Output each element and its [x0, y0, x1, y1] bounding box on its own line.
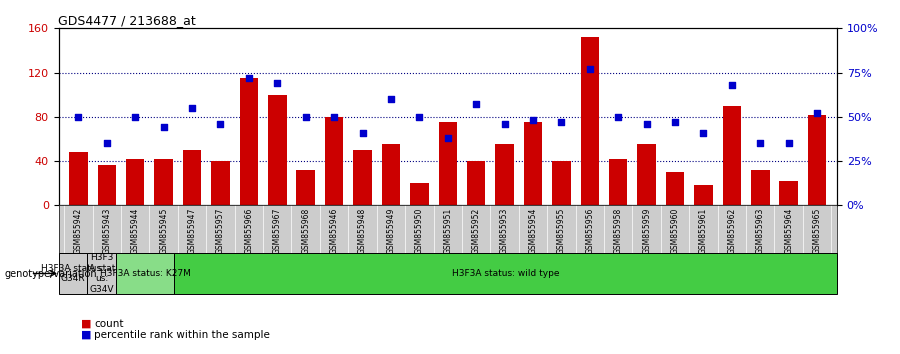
Point: [100, 141, 114, 146]
Text: GDS4477 / 213688_at: GDS4477 / 213688_at: [58, 14, 196, 27]
Point: [383, 96, 398, 102]
Bar: [609, 159, 627, 205]
Bar: [723, 106, 741, 205]
Point: [781, 141, 796, 146]
Point: [441, 135, 455, 141]
Bar: [666, 172, 684, 205]
Bar: [580, 37, 599, 205]
Point: [498, 121, 512, 127]
Point: [753, 141, 768, 146]
Text: GSM855965: GSM855965: [813, 208, 822, 254]
Text: GSM855955: GSM855955: [557, 208, 566, 254]
Text: H3F3A status: wild type: H3F3A status: wild type: [452, 269, 559, 278]
Text: GSM855944: GSM855944: [130, 208, 140, 254]
Text: GSM855943: GSM855943: [103, 208, 112, 254]
Text: GSM855949: GSM855949: [386, 208, 395, 254]
Bar: [410, 183, 428, 205]
Bar: [808, 115, 826, 205]
Bar: [752, 170, 770, 205]
Point: [299, 114, 313, 120]
Bar: [97, 166, 116, 205]
Text: count: count: [94, 319, 124, 329]
Text: GSM855959: GSM855959: [642, 208, 651, 254]
Point: [327, 114, 341, 120]
Text: H3F3A status:
G34R: H3F3A status: G34R: [41, 264, 104, 283]
Bar: [69, 152, 87, 205]
Point: [554, 119, 569, 125]
Bar: [382, 144, 400, 205]
Text: GSM855951: GSM855951: [444, 208, 453, 254]
Point: [526, 118, 540, 123]
Bar: [694, 185, 713, 205]
Text: GSM855953: GSM855953: [500, 208, 509, 254]
Bar: [438, 122, 457, 205]
Text: GSM855954: GSM855954: [528, 208, 537, 254]
Bar: [58, 253, 87, 294]
Text: H3F3
A stat
us:
G34V: H3F3 A stat us: G34V: [88, 253, 115, 293]
Bar: [126, 159, 144, 205]
Text: GSM855947: GSM855947: [187, 208, 196, 254]
Bar: [87, 253, 116, 294]
Point: [128, 114, 142, 120]
Point: [639, 121, 653, 127]
Text: GSM855956: GSM855956: [585, 208, 594, 254]
Bar: [553, 161, 571, 205]
Bar: [354, 150, 372, 205]
Text: percentile rank within the sample: percentile rank within the sample: [94, 330, 270, 339]
Point: [469, 102, 483, 107]
Point: [356, 130, 370, 136]
Point: [71, 114, 86, 120]
Text: GSM855968: GSM855968: [302, 208, 310, 254]
Bar: [296, 170, 315, 205]
Bar: [183, 150, 202, 205]
Text: GSM855957: GSM855957: [216, 208, 225, 254]
Text: GSM855966: GSM855966: [245, 208, 254, 254]
Text: GSM855964: GSM855964: [784, 208, 793, 254]
Point: [582, 66, 597, 72]
Text: ■: ■: [81, 330, 92, 339]
Text: GSM855962: GSM855962: [727, 208, 736, 254]
Text: GSM855942: GSM855942: [74, 208, 83, 254]
Text: GSM855958: GSM855958: [614, 208, 623, 254]
Bar: [325, 117, 343, 205]
Point: [242, 75, 256, 81]
Text: GSM855967: GSM855967: [273, 208, 282, 254]
Bar: [467, 161, 485, 205]
Point: [157, 125, 171, 130]
Point: [213, 121, 228, 127]
Text: GSM855950: GSM855950: [415, 208, 424, 254]
Text: ■: ■: [81, 319, 92, 329]
Text: GSM855963: GSM855963: [756, 208, 765, 254]
Text: GSM855960: GSM855960: [670, 208, 680, 254]
Bar: [524, 122, 542, 205]
Text: GSM855945: GSM855945: [159, 208, 168, 254]
Text: GSM855952: GSM855952: [472, 208, 481, 254]
Point: [611, 114, 625, 120]
Text: GSM855948: GSM855948: [358, 208, 367, 254]
Point: [810, 110, 824, 116]
Text: GSM855961: GSM855961: [699, 208, 708, 254]
Point: [724, 82, 739, 88]
Bar: [239, 78, 258, 205]
Bar: [174, 253, 837, 294]
Bar: [495, 144, 514, 205]
Bar: [268, 95, 286, 205]
Text: H3F3A status: K27M: H3F3A status: K27M: [100, 269, 191, 278]
Text: genotype/variation: genotype/variation: [4, 269, 97, 279]
Point: [412, 114, 427, 120]
Point: [184, 105, 199, 111]
Bar: [116, 253, 174, 294]
Text: GSM855946: GSM855946: [329, 208, 338, 254]
Bar: [155, 159, 173, 205]
Bar: [779, 181, 798, 205]
Bar: [637, 144, 656, 205]
Point: [270, 80, 284, 86]
Point: [697, 130, 711, 136]
Point: [668, 119, 682, 125]
Bar: [212, 161, 230, 205]
